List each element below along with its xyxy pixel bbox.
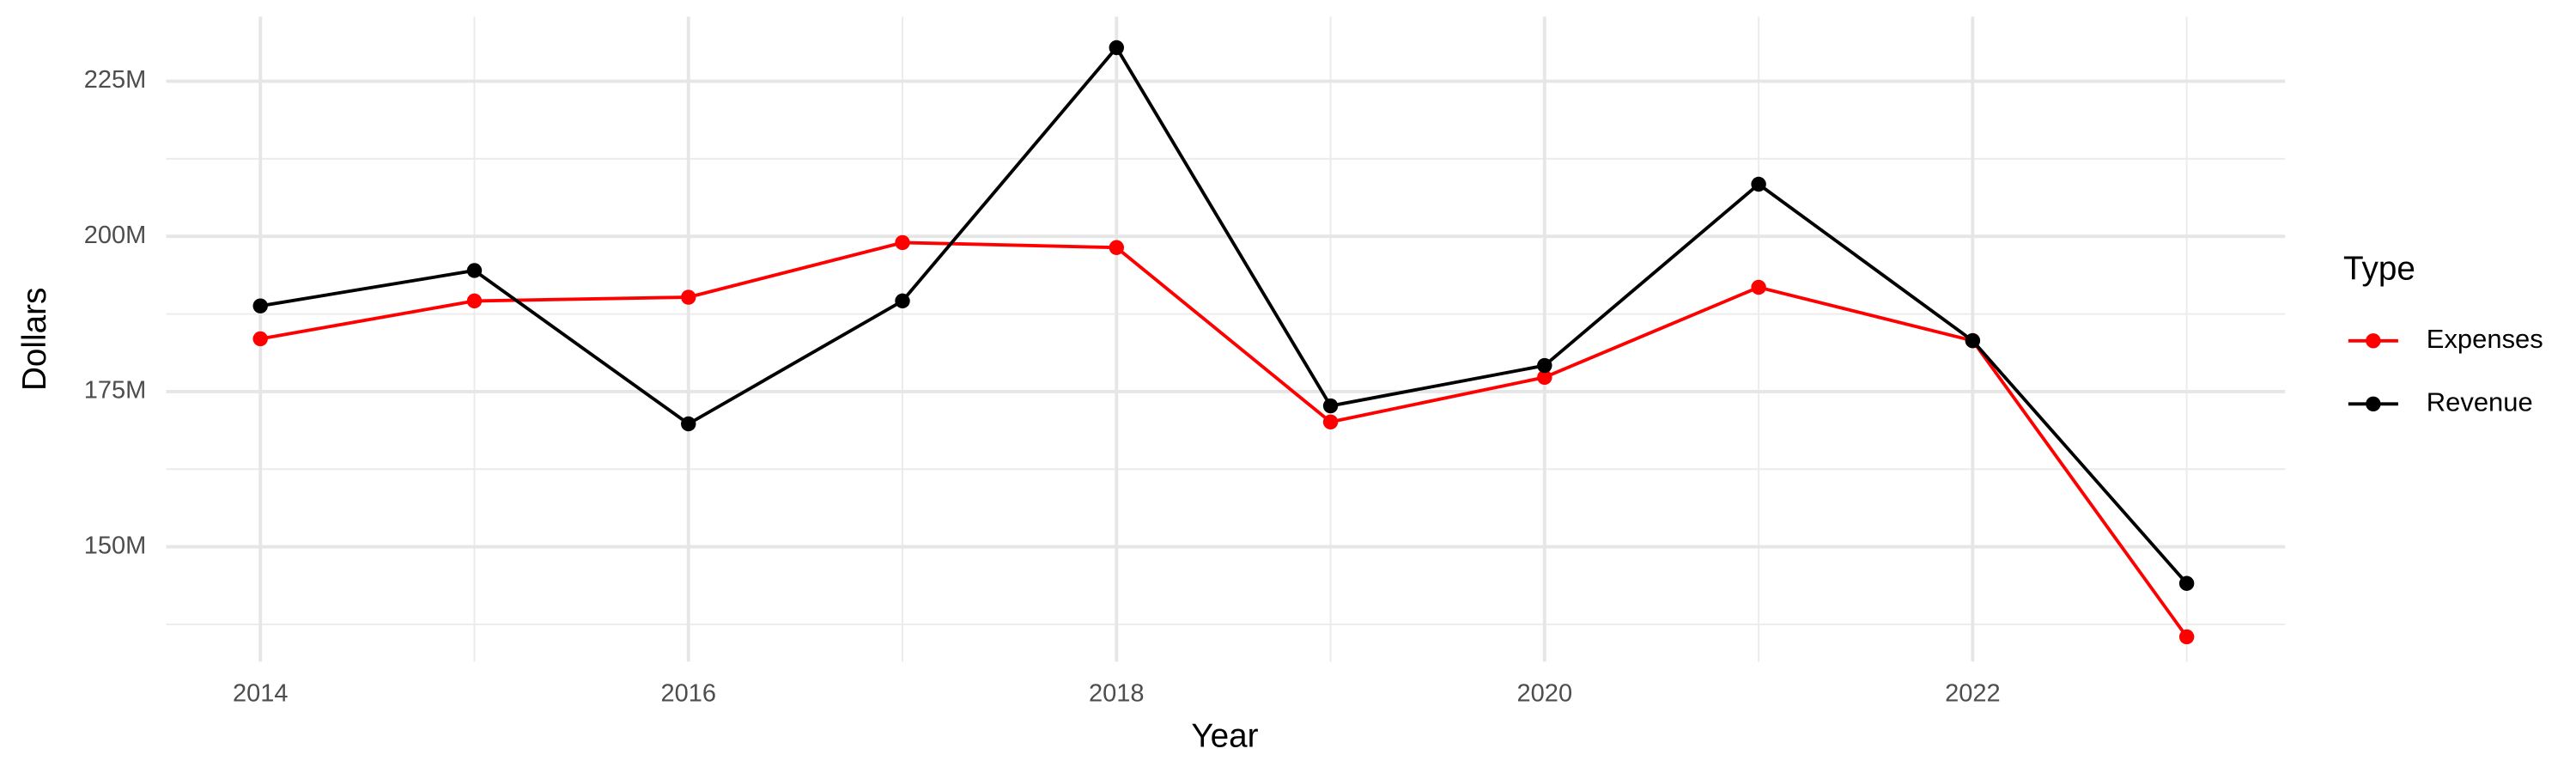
data-point	[1751, 279, 1766, 295]
data-point	[681, 289, 696, 305]
data-point	[466, 293, 483, 309]
data-point	[1751, 176, 1766, 192]
data-point	[1965, 332, 1981, 349]
legend-label: Expenses	[2427, 324, 2543, 354]
data-point	[1109, 240, 1125, 255]
x-axis-title: Year	[1191, 718, 1258, 755]
data-point	[2178, 629, 2195, 645]
legend-title: Type	[2343, 251, 2415, 288]
x-tick-label: 2018	[1089, 680, 1145, 708]
x-tick-label: 2022	[1945, 680, 2001, 708]
data-point	[1322, 398, 1339, 414]
data-point	[681, 416, 696, 432]
legend-swatch-point	[2366, 396, 2381, 412]
legend-label: Revenue	[2427, 386, 2533, 417]
data-point	[1537, 357, 1552, 374]
data-point	[252, 298, 268, 313]
data-point	[2178, 575, 2195, 591]
x-tick-label: 2016	[660, 680, 716, 708]
legend-swatch-point	[2366, 333, 2381, 349]
data-point	[252, 331, 268, 347]
series-line	[259, 240, 2189, 638]
data-point	[895, 293, 910, 309]
data-point	[466, 263, 483, 278]
y-tick-label: 225M	[84, 66, 147, 94]
data-point	[1322, 414, 1339, 430]
y-axis-title: Dollars	[16, 288, 53, 391]
y-tick-label: 175M	[84, 377, 147, 405]
data-point	[1109, 40, 1125, 56]
data-point	[895, 234, 910, 251]
data-point	[1537, 369, 1552, 385]
y-tick-label: 150M	[84, 532, 147, 559]
y-tick-label: 200M	[84, 222, 147, 249]
x-tick-label: 2014	[233, 680, 289, 708]
x-tick-label: 2020	[1517, 680, 1573, 708]
series-line	[259, 45, 2189, 585]
